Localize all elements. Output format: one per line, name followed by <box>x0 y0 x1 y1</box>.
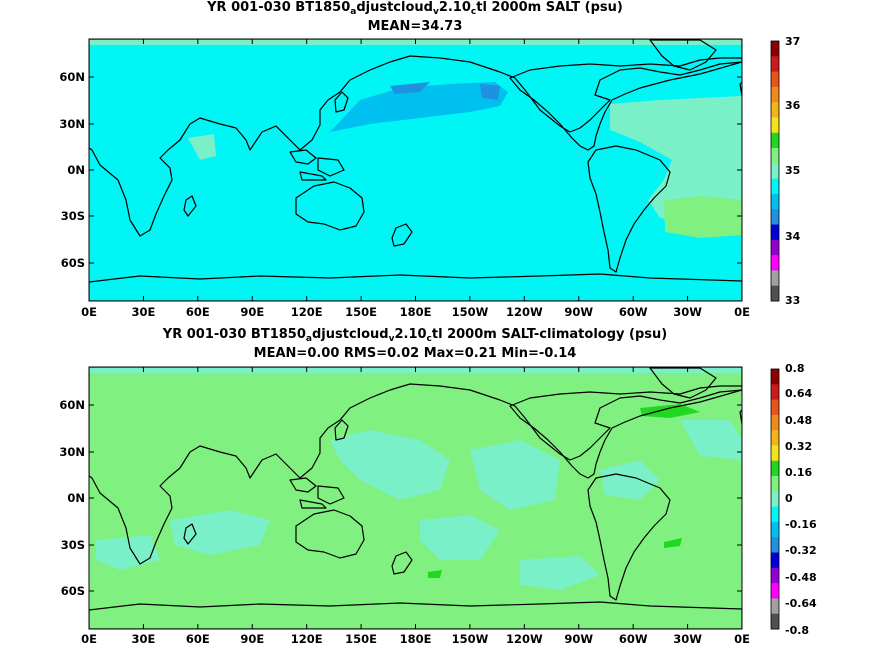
lon-tick-label: 30W <box>673 305 702 319</box>
colorbar-segment <box>771 86 779 103</box>
colorbar-tick-label: -0.64 <box>785 597 817 610</box>
colorbar-segment <box>771 414 779 431</box>
lat-tick-label: 30S <box>61 538 85 552</box>
colorbar-segment <box>771 132 779 149</box>
lat-tick-label: 30N <box>59 117 85 131</box>
lon-tick-label: 150W <box>452 632 489 646</box>
lat-tick-label: 0N <box>67 163 85 177</box>
colorbar-segment <box>771 521 779 538</box>
colorbar-tick-label: 0.16 <box>785 466 812 479</box>
colorbar-tick-label: 0.48 <box>785 414 812 427</box>
lon-tick-label: 150W <box>452 305 489 319</box>
colorbar-segment <box>771 270 779 287</box>
colorbar-tick-label: 35 <box>785 164 800 177</box>
colorbar-tick-label: 0.8 <box>785 362 805 375</box>
colorbar-tick-label: -0.48 <box>785 571 817 584</box>
lon-tick-label: 90W <box>564 305 593 319</box>
top-map-stats: MEAN=34.73 <box>367 19 463 34</box>
colorbar-segment <box>771 255 779 271</box>
colorbar-tick-label: -0.8 <box>785 624 809 637</box>
lon-tick-label: 60E <box>186 305 210 319</box>
lat-tick-label: 60N <box>59 398 85 412</box>
lon-tick-label: 0E <box>734 305 750 319</box>
colorbar-segment <box>771 430 779 446</box>
lat-tick-label: 30N <box>59 445 85 459</box>
colorbar-tick-label: 37 <box>785 35 800 48</box>
lon-tick-label: 120E <box>291 632 323 646</box>
colorbar-tick-label: 0 <box>785 492 793 505</box>
colorbar-segment <box>771 445 779 462</box>
bottom-map-stats: MEAN=0.00 RMS=0.02 Max=0.21 Min=-0.14 <box>253 346 577 361</box>
lon-tick-label: 30E <box>131 305 155 319</box>
colorbar-segment <box>771 567 779 584</box>
colorbar-segment <box>771 399 779 416</box>
top-map-field <box>89 39 742 301</box>
lon-tick-label: 180E <box>400 632 432 646</box>
colorbar-tick-label: 36 <box>785 99 801 112</box>
colorbar-segment <box>771 537 779 554</box>
colorbar-segment <box>771 460 779 477</box>
lon-tick-label: 180E <box>400 305 432 319</box>
bottom-map-field <box>89 367 742 629</box>
colorbar-segment <box>771 583 779 599</box>
lon-tick-label: 150E <box>345 632 377 646</box>
lon-tick-label: 30E <box>131 632 155 646</box>
colorbar-segment <box>771 506 779 523</box>
lon-tick-label: 90E <box>240 305 264 319</box>
colorbar-segment <box>771 285 779 302</box>
colorbar-tick-label: 34 <box>785 230 801 243</box>
lon-tick-label: 90E <box>240 632 264 646</box>
colorbar-tick-label: 33 <box>785 294 800 307</box>
lon-tick-label: 120E <box>291 305 323 319</box>
lat-tick-label: 30S <box>61 209 85 223</box>
top-map-title: YR 001-030 BT1850adjustcloudv2.10ctl 200… <box>207 0 623 17</box>
lat-tick-label: 60S <box>61 584 85 598</box>
colorbar-segment <box>771 41 779 57</box>
colorbar-tick-label: 0.32 <box>785 440 812 453</box>
colorbar-segment <box>771 613 779 630</box>
colorbar-tick-label: 0.64 <box>785 387 812 400</box>
lon-tick-label: 30W <box>673 632 702 646</box>
colorbar-segment <box>771 148 779 164</box>
lat-tick-label: 60N <box>59 70 85 84</box>
top-map-axes: 60N 30N 0N 30S 60S 0E 30E 60E 90E 120E 150E 180E 150… <box>59 39 750 319</box>
lat-tick-label: 60S <box>61 256 85 270</box>
lon-tick-label: 120W <box>506 632 543 646</box>
colorbar-segment <box>771 56 779 73</box>
lon-tick-label: 0E <box>81 305 97 319</box>
colorbar-segment <box>771 209 779 226</box>
colorbar-segment <box>771 384 779 401</box>
colorbar-segment <box>771 193 779 210</box>
colorbar-segment <box>771 117 779 134</box>
lon-tick-label: 60W <box>619 632 648 646</box>
colorbar-segment <box>771 178 779 195</box>
lon-tick-label: 60W <box>619 305 648 319</box>
bottom-map-axes: 60N 30N 0N 30S 60S 0E 30E 60E 90E 120E 150E 180E 150… <box>59 367 750 646</box>
lon-tick-label: 90W <box>564 632 593 646</box>
bottom-map-title: YR 001-030 BT1850adjustcloudv2.10ctl 200… <box>162 327 668 344</box>
lon-tick-label: 0E <box>81 632 97 646</box>
lon-tick-label: 0E <box>734 632 750 646</box>
colorbar-segment <box>771 476 779 492</box>
colorbar-tick-label: -0.16 <box>785 518 817 531</box>
lon-tick-label: 120W <box>506 305 543 319</box>
colorbar-segment <box>771 598 779 615</box>
colorbar-segment <box>771 163 779 180</box>
colorbar-segment <box>771 369 779 385</box>
colorbar-segment <box>771 552 779 569</box>
lat-tick-label: 0N <box>67 491 85 505</box>
colorbar-segment <box>771 239 779 256</box>
colorbar-segment <box>771 224 779 241</box>
colorbar-segment <box>771 491 779 508</box>
lon-tick-label: 150E <box>345 305 377 319</box>
colorbar-segment <box>771 102 779 118</box>
top-colorbar: 37 36 35 34 33 <box>770 35 801 307</box>
colorbar-segment <box>771 71 779 88</box>
colorbar-tick-label: -0.32 <box>785 544 817 557</box>
bottom-colorbar: 0.8 0.64 0.48 0.32 0.16 0 -0.16 -0.32 -0.48 -0.64… <box>770 362 817 637</box>
lon-tick-label: 60E <box>186 632 210 646</box>
